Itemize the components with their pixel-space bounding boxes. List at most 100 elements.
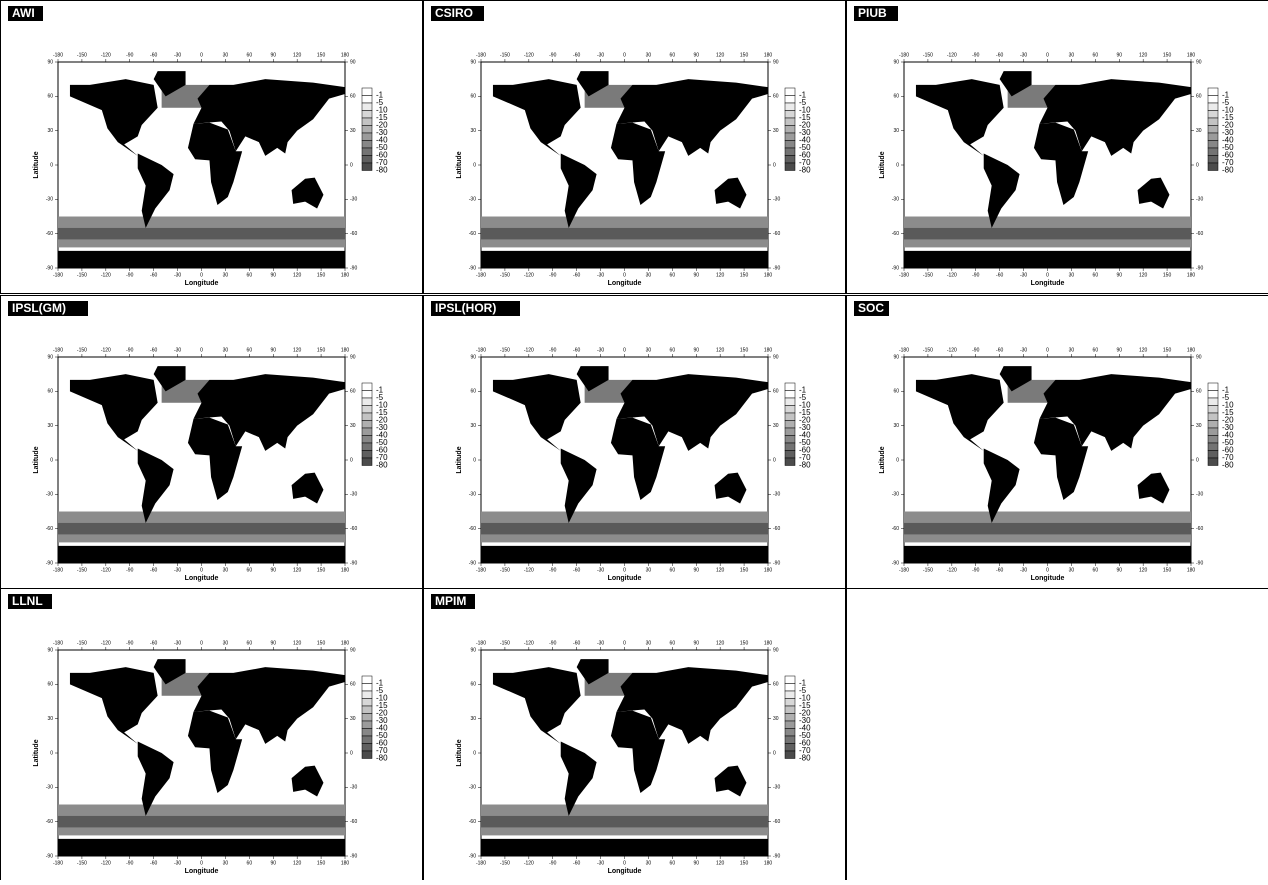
- x-tick-label: 90: [270, 640, 276, 646]
- x-tick-label: -60: [996, 272, 1003, 278]
- x-axis-label: Longitude: [1031, 280, 1065, 287]
- panel-label: SOC: [858, 301, 884, 315]
- x-tick-label: 0: [1046, 52, 1049, 58]
- x-tick-label: -90: [126, 860, 133, 866]
- x-tick-label: 90: [1116, 567, 1122, 573]
- y-tick-label: 30: [773, 423, 779, 429]
- x-tick-label: -30: [1020, 272, 1027, 278]
- x-tick-label: 180: [1187, 347, 1196, 353]
- y-tick-label: 30: [1196, 423, 1202, 429]
- x-tick-label: -120: [101, 567, 111, 573]
- x-tick-label: 30: [1069, 52, 1075, 58]
- y-tick-label: -60: [350, 231, 357, 237]
- x-tick-label: -30: [597, 52, 604, 58]
- legend-swatch: [785, 706, 795, 714]
- y-tick-label: -30: [773, 492, 780, 498]
- x-tick-label: -30: [174, 640, 181, 646]
- y-tick-label: -30: [1196, 197, 1203, 203]
- x-tick-label: -90: [972, 52, 979, 58]
- x-tick-label: -120: [101, 272, 111, 278]
- legend-swatch: [785, 111, 795, 119]
- y-tick-label: 90: [350, 354, 356, 360]
- x-tick-label: -60: [150, 860, 157, 866]
- y-tick-label: -30: [46, 197, 53, 203]
- x-tick-label: -60: [573, 52, 580, 58]
- panel-label: CSIRO: [435, 6, 473, 20]
- y-tick-label: 90: [47, 354, 53, 360]
- x-tick-label: 180: [341, 272, 350, 278]
- y-tick-label: 30: [893, 128, 899, 134]
- y-axis-label: Latitude: [456, 446, 463, 473]
- y-axis-label: Latitude: [33, 151, 40, 178]
- legend-swatch: [785, 436, 795, 444]
- y-tick-label: 90: [47, 59, 53, 65]
- legend-swatch: [362, 751, 372, 759]
- x-tick-label: 180: [764, 640, 773, 646]
- legend-swatch: [785, 684, 795, 692]
- y-tick-label: 0: [473, 162, 476, 168]
- legend-swatch: [362, 736, 372, 744]
- x-tick-label: -90: [549, 347, 556, 353]
- x-tick-label: 90: [693, 272, 699, 278]
- y-tick-label: 0: [1196, 457, 1199, 463]
- legend-swatch: [362, 443, 372, 451]
- x-tick-label: -60: [150, 640, 157, 646]
- y-tick-label: -60: [469, 819, 476, 825]
- x-tick-label: -180: [53, 640, 63, 646]
- y-tick-label: -30: [892, 492, 899, 498]
- y-tick-label: 90: [773, 59, 779, 65]
- x-tick-label: 30: [223, 347, 229, 353]
- panel-label: PIUB: [858, 6, 887, 20]
- panel-label: LLNL: [12, 594, 43, 608]
- legend-swatch: [362, 111, 372, 119]
- x-tick-label: -60: [573, 347, 580, 353]
- y-tick-label: 30: [350, 423, 356, 429]
- legend-swatch: [785, 126, 795, 134]
- x-tick-label: -120: [101, 347, 111, 353]
- x-tick-label: -150: [500, 272, 510, 278]
- x-tick-label: -90: [126, 567, 133, 573]
- legend-swatch: [362, 451, 372, 459]
- x-tick-label: 120: [716, 272, 725, 278]
- x-tick-label: 60: [247, 640, 253, 646]
- legend-swatch: [785, 691, 795, 699]
- legend-swatch: [362, 133, 372, 141]
- land: [58, 546, 345, 563]
- x-tick-label: -60: [573, 640, 580, 646]
- y-tick-label: 30: [893, 423, 899, 429]
- y-tick-label: -60: [469, 526, 476, 532]
- legend-swatch: [785, 451, 795, 459]
- panel: IPSL(GM)-180-180-150-150-120-120-90-90-6…: [1, 296, 423, 589]
- x-tick-label: -90: [972, 347, 979, 353]
- legend-label: -80: [1222, 166, 1234, 175]
- x-tick-label: 30: [646, 860, 652, 866]
- legend-swatch: [362, 706, 372, 714]
- x-tick-label: 150: [317, 52, 326, 58]
- x-tick-label: -150: [923, 347, 933, 353]
- legend-swatch: [785, 676, 795, 684]
- y-tick-label: -30: [892, 197, 899, 203]
- y-tick-label: 90: [470, 647, 476, 653]
- x-tick-label: 180: [764, 567, 773, 573]
- x-tick-label: 180: [341, 52, 350, 58]
- x-tick-label: -120: [947, 567, 957, 573]
- y-tick-label: -60: [469, 231, 476, 237]
- x-tick-label: -60: [573, 567, 580, 573]
- x-tick-label: 0: [623, 860, 626, 866]
- x-tick-label: -120: [524, 567, 534, 573]
- x-tick-label: 30: [646, 567, 652, 573]
- legend-swatch: [362, 96, 372, 104]
- y-tick-label: -90: [469, 560, 476, 566]
- legend-swatch: [1208, 141, 1218, 149]
- legend-swatch: [785, 736, 795, 744]
- y-tick-label: 60: [893, 389, 899, 395]
- legend-swatch: [785, 383, 795, 391]
- x-axis-label: Longitude: [185, 280, 219, 287]
- x-tick-label: 60: [1093, 567, 1099, 573]
- legend-swatch: [785, 141, 795, 149]
- y-tick-label: 60: [350, 682, 356, 688]
- x-tick-label: -180: [53, 272, 63, 278]
- y-tick-label: 90: [893, 59, 899, 65]
- x-tick-label: -180: [53, 567, 63, 573]
- legend-swatch: [362, 676, 372, 684]
